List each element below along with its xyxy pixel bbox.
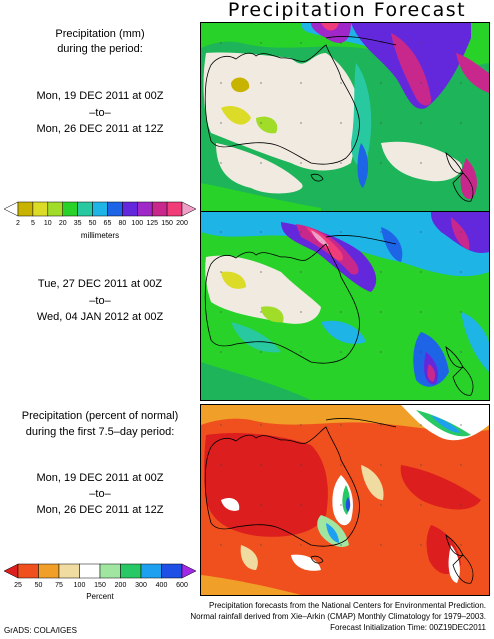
colorbar-mm-swatch xyxy=(62,201,78,217)
colorbar-mm-tick-label: 2 xyxy=(16,220,20,227)
colorbar-percent-swatch xyxy=(161,563,183,579)
panel3-end: Mon, 26 DEC 2011 at 12Z xyxy=(36,504,164,516)
colorbar-percent-swatch xyxy=(3,563,19,579)
colorbar-mm-swatch xyxy=(151,201,168,217)
colorbar-percent-swatch xyxy=(58,563,80,579)
panel1-end: Mon, 26 DEC 2011 at 12Z xyxy=(36,123,164,135)
colorbar-mm-tick-label: 100 xyxy=(131,220,144,227)
colorbar-percent: 25 50 75 100 150 200 300 400 600 Percent xyxy=(0,562,200,602)
colorbar-mm-swatch xyxy=(122,201,138,217)
colorbar-percent-swatch xyxy=(38,563,60,579)
colorbar-mm-swatch xyxy=(3,201,19,217)
colorbar-percent-label: Percent xyxy=(86,592,114,601)
panel2-to: –to– xyxy=(89,295,111,307)
footer-init-time: Forecast Initialization Time: 00Z19DEC20… xyxy=(330,623,486,632)
colorbar-mm-tick-label: 20 xyxy=(58,220,67,227)
colorbar-percent-swatch xyxy=(17,563,39,579)
colorbar-mm-tick-label: 80 xyxy=(118,220,127,227)
panel3-start: Mon, 19 DEC 2011 at 00Z xyxy=(36,472,164,484)
map-percent-normal xyxy=(200,404,490,596)
map-precip-week1 xyxy=(200,22,490,212)
colorbar-percent-tick-label: 300 xyxy=(135,582,147,589)
colorbar-percent-swatch xyxy=(99,563,121,579)
colorbar-percent-swatch xyxy=(120,563,142,579)
colorbar-mm-swatch xyxy=(47,201,63,217)
colorbar-mm-tick-label: 65 xyxy=(103,220,112,227)
colorbar-percent-tick-label: 75 xyxy=(55,582,63,589)
grads-credit: GrADS: COLA/IGES xyxy=(4,626,77,635)
colorbar-mm-swatch xyxy=(166,201,183,217)
colorbar-mm-swatch xyxy=(32,201,49,217)
colorbar-percent-swatch xyxy=(79,563,101,579)
colorbar-percent-tick-label: 100 xyxy=(73,582,86,589)
colorbar-mm-tick-label: 10 xyxy=(43,220,52,227)
colorbar-mm-svg xyxy=(3,201,197,217)
colorbar-percent-ticks: 25 50 75 100 150 200 300 400 600 xyxy=(0,582,200,592)
colorbar-percent-tick-label: 50 xyxy=(34,582,43,589)
colorbar-percent-swatch xyxy=(181,563,197,579)
panel2-start: Tue, 27 DEC 2011 at 00Z xyxy=(37,278,163,290)
colorbar-mm-tick-label: 50 xyxy=(88,220,97,227)
panel2-end: Wed, 04 JAN 2012 at 00Z xyxy=(36,311,164,323)
colorbar-mm-ticks: 2 5 10 20 35 50 65 80 100 125 150 200 xyxy=(0,220,200,230)
colorbar-mm-label: millimeters xyxy=(80,231,120,240)
panel1-subheading: during the period: xyxy=(57,43,143,55)
colorbar-mm-tick-label: 5 xyxy=(30,220,35,227)
colorbar-mm-swatch xyxy=(77,201,93,217)
footer-credit-1: Precipitation forecasts from the Nationa… xyxy=(208,601,486,610)
colorbar-mm-tick-label: 150 xyxy=(161,220,173,227)
panel1-heading: Precipitation (mm) xyxy=(55,28,145,40)
colorbar-mm-tick-label: 200 xyxy=(176,220,188,227)
colorbar-mm-tick-label: 125 xyxy=(146,220,159,227)
colorbar-mm: 2 5 10 20 35 50 65 80 100 125 150 200 millimeters xyxy=(0,200,200,240)
panel1-to: –to– xyxy=(89,107,111,119)
panel3-subheading: during the first 7.5–day period: xyxy=(25,426,175,438)
panel1-start: Mon, 19 DEC 2011 at 00Z xyxy=(36,90,164,102)
panel3-heading: Precipitation (percent of normal) xyxy=(21,410,179,422)
colorbar-mm-swatch xyxy=(92,201,108,217)
colorbar-mm-swatch xyxy=(181,201,197,217)
colorbar-mm-swatch xyxy=(107,201,123,217)
colorbar-mm-tick-label: 35 xyxy=(73,220,82,227)
colorbar-percent-swatch xyxy=(140,563,162,579)
colorbar-percent-tick-label: 400 xyxy=(155,582,168,589)
colorbar-percent-tick-label: 600 xyxy=(176,582,188,589)
map-precip-week2 xyxy=(200,211,490,401)
panel3-to: –to– xyxy=(89,488,111,500)
footer-credit-2: Normal rainfall derived from Xie–Arkin (… xyxy=(190,612,486,621)
colorbar-percent-tick-label: 200 xyxy=(114,582,127,589)
colorbar-mm-swatch xyxy=(137,201,153,217)
colorbar-percent-tick-label: 150 xyxy=(94,582,106,589)
colorbar-percent-svg xyxy=(3,563,197,579)
colorbar-mm-swatch xyxy=(17,201,34,217)
colorbar-percent-tick-label: 25 xyxy=(14,582,22,589)
chart-title: Precipitation Forecast xyxy=(227,0,467,21)
